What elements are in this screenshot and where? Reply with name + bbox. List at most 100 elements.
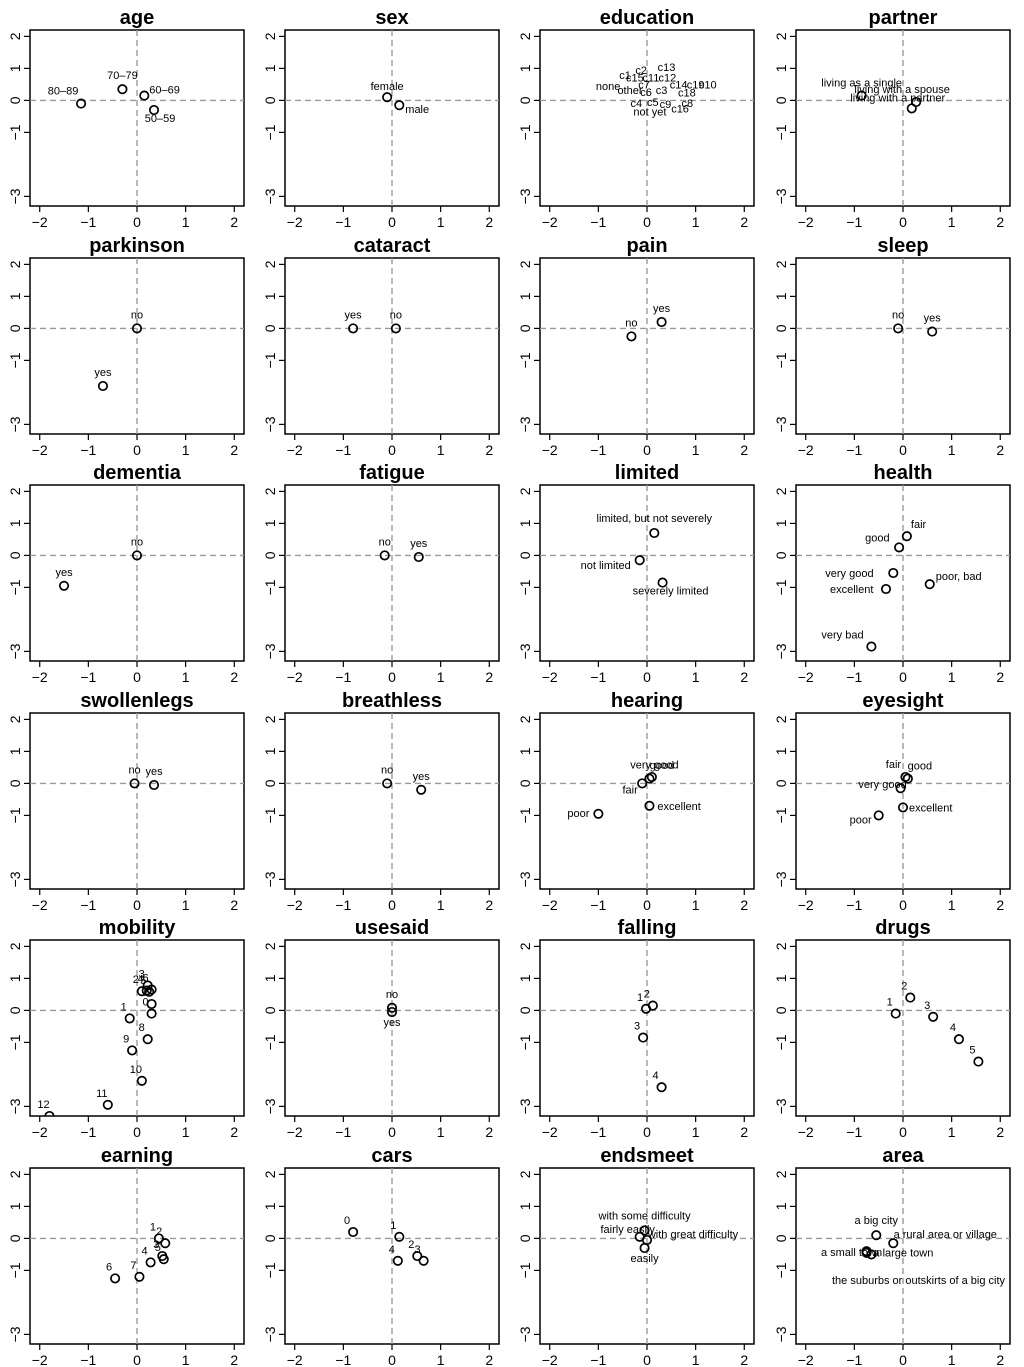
panel-parkinson-point-yes: [97, 380, 109, 392]
panel-falling-title: falling: [618, 917, 677, 939]
panel-age-label-50-59: 50–59: [145, 113, 176, 125]
panel-mobility-point-1: [124, 1013, 135, 1024]
panel-area-label-a-small-town: a small town: [821, 1247, 882, 1259]
panel-cars-points: [348, 1226, 429, 1266]
panel-partner-xtick-label: 0: [899, 214, 907, 230]
panel-pain-xtick-label: 0: [643, 442, 651, 458]
panel-cataract-ytick-label: 0: [262, 324, 278, 332]
panel-mobility-label-0: 0: [143, 997, 149, 1009]
panel-health-ytick-label: −3: [773, 643, 789, 659]
panel-education-label-c18: c18: [678, 87, 696, 99]
panel-parkinson-label-yes: yes: [94, 367, 112, 379]
panel-earning-ytick-label: 2: [7, 1170, 23, 1178]
panel-cataract-title: cataract: [354, 235, 431, 257]
panel-endsmeet-point-with-some-difficulty: [639, 1225, 650, 1236]
panel-eyesight-label-poor: poor: [850, 814, 872, 826]
panel-education-label-c7: c7: [638, 79, 650, 91]
panel-earning-ytick-label: −1: [7, 1262, 23, 1278]
panel-age-xtick-label: 1: [182, 214, 190, 230]
panel-eyesight-label-fair: fair: [886, 759, 902, 771]
panel-falling-ytick-label: −3: [517, 1098, 533, 1114]
panel-falling-point-4: [656, 1082, 667, 1093]
panel-cars-label-2: 2: [408, 1239, 414, 1251]
panel-earning-label-6: 6: [106, 1261, 112, 1273]
panel-falling-ytick-label: 2: [517, 942, 533, 950]
panel-area-points: [861, 1230, 899, 1260]
panel-fatigue-xtick-label: 2: [485, 669, 493, 685]
panel-limited-point-limited-but-not-severely: [649, 527, 660, 539]
panel-cars-label-0: 0: [344, 1215, 350, 1227]
panel-eyesight-point-excellent: [897, 802, 909, 813]
panel-sex-ytick-label: 1: [262, 64, 278, 72]
panel-cars-point-1: [394, 1231, 405, 1242]
panel-sleep: sleep −2 −1 0 1 2 2 1 0 −1 −3 no yes: [773, 235, 1011, 458]
panel-falling-ytick-label: 0: [517, 1006, 533, 1014]
panel-drugs-label-1: 1: [887, 997, 893, 1009]
panel-falling-xtick-label: 0: [643, 1124, 651, 1140]
panel-health-point-fair: [901, 531, 912, 542]
panel-drugs-ytick-label: 0: [773, 1006, 789, 1014]
panel-breathless-xtick-label: −2: [287, 897, 303, 913]
panel-sex-point-female: [382, 92, 393, 103]
panel-hearing-point-fair: [637, 778, 648, 789]
panel-partner-title: partner: [869, 7, 938, 29]
panel-parkinson-xtick-label: −1: [80, 442, 96, 458]
panel-limited-label-severely-limited: severely limited: [633, 586, 709, 598]
panel-health-ytick-label: 1: [773, 519, 789, 527]
panel-mobility-point-7: [146, 998, 157, 1010]
panel-mobility-label-3: 3: [139, 968, 145, 980]
panel-education-label-c6: c6: [640, 87, 652, 99]
panel-sex-ytick-label: 0: [262, 96, 278, 104]
panel-falling-label-1: 1: [637, 992, 643, 1004]
panel-eyesight-point-good: [902, 773, 913, 784]
panel-dementia-xtick-label: −2: [32, 669, 48, 685]
panel-education-ytick-label: 0: [517, 96, 533, 104]
panel-drugs-ytick-label: 2: [773, 942, 789, 950]
panel-drugs-label-5: 5: [969, 1045, 975, 1057]
panel-pain-points: [626, 316, 667, 342]
panel-hearing-xtick-label: 2: [740, 897, 748, 913]
panel-area-title: area: [882, 1145, 924, 1167]
panel-pain-point-no: [626, 331, 637, 342]
panel-eyesight-title: eyesight: [862, 690, 943, 712]
panel-parkinson-ytick-label: −3: [7, 416, 23, 432]
panel-partner-ytick-label: −1: [773, 124, 789, 140]
panel-education-label-c9: c9: [660, 99, 672, 111]
panel-mobility-title: mobility: [99, 917, 177, 939]
panel-age-ytick-label: 1: [7, 64, 23, 72]
panel-drugs-label-3: 3: [924, 1000, 930, 1012]
panel-limited-label-not-limited: not limited: [581, 560, 631, 572]
panel-endsmeet-ytick-label: −1: [517, 1262, 533, 1278]
panel-cars-xtick-label: −2: [287, 1352, 303, 1367]
panel-sex-ytick-label: −1: [262, 124, 278, 140]
panel-endsmeet-label-with-some-difficulty: with some difficulty: [598, 1210, 692, 1222]
panel-dementia-xtick-label: 0: [133, 669, 141, 685]
panel-drugs-label-2: 2: [901, 981, 907, 993]
panel-breathless-xtick-label: 1: [437, 897, 445, 913]
panel-usesaid-xtick-label: 1: [437, 1124, 445, 1140]
panel-cataract-xtick-label: 2: [485, 442, 493, 458]
panel-hearing-point-poor: [593, 808, 604, 819]
panel-dementia-label-yes: yes: [55, 567, 73, 579]
panel-breathless-label-yes: yes: [413, 771, 431, 783]
panel-sex-frame: [284, 29, 500, 207]
panel-pain-ytick-label: 2: [517, 260, 533, 268]
panel-swollenlegs-xtick-label: 1: [182, 897, 190, 913]
panel-education-ytick-label: −1: [517, 124, 533, 140]
panel-endsmeet-label-with-great-difficulty: with great difficulty: [647, 1229, 739, 1241]
panel-sex-ytick-label: −3: [262, 188, 278, 204]
panel-usesaid-label-no: no: [386, 989, 398, 1001]
panel-sex-point-male: [394, 100, 405, 111]
panel-parkinson-xtick-label: 0: [133, 442, 141, 458]
panel-education-label-c5: c5: [647, 97, 659, 109]
panel-hearing-label-very-good: very good: [630, 760, 678, 772]
panel-endsmeet-xtick-label: 2: [740, 1352, 748, 1367]
panel-sleep-point-no: [893, 323, 904, 334]
panel-sex-xtick-label: 2: [485, 214, 493, 230]
panel-eyesight-point-poor: [873, 810, 884, 821]
panel-sex-xtick-label: 0: [388, 214, 396, 230]
